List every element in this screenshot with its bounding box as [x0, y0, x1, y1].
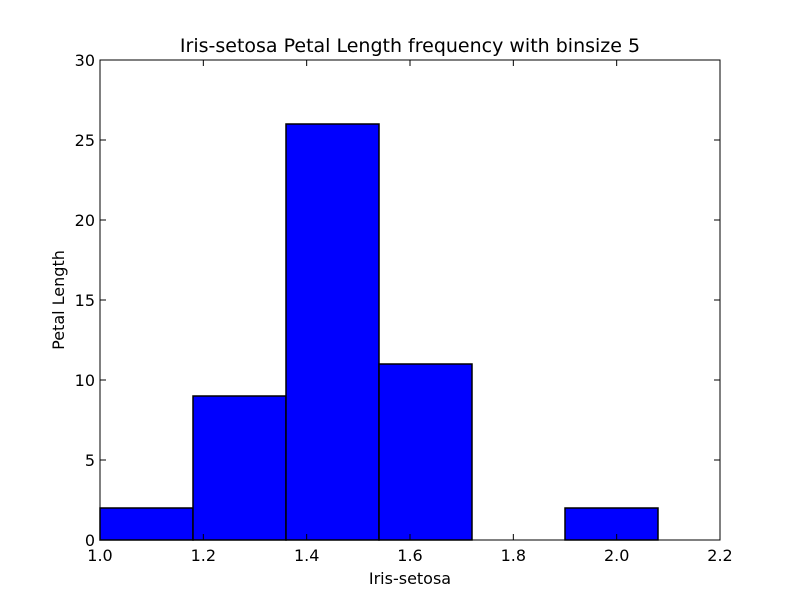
x-tick-label: 1.4	[294, 546, 319, 565]
histogram-bar-4	[378, 363, 473, 541]
x-tick-label: 1.6	[397, 546, 422, 565]
x-tick-label: 2.0	[604, 546, 629, 565]
x-tick-label: 1.0	[87, 546, 112, 565]
y-axis-label: Petal Length	[49, 250, 68, 350]
chart-title: Iris-setosa Petal Length frequency with …	[180, 35, 640, 57]
y-tick-label: 0	[85, 531, 95, 550]
x-tick-label: 2.2	[707, 546, 732, 565]
bars-group	[99, 123, 659, 541]
histogram-bar-1	[99, 507, 194, 541]
y-tick-label: 15	[75, 291, 95, 310]
y-tick-label: 20	[75, 211, 95, 230]
y-tick-label: 10	[75, 371, 95, 390]
histogram-bar-6	[564, 507, 659, 541]
histogram-bar-2	[192, 395, 287, 541]
x-tick-label: 1.8	[501, 546, 526, 565]
y-tick-label: 5	[85, 451, 95, 470]
y-tick-label: 25	[75, 131, 95, 150]
x-axis-label: Iris-setosa	[369, 569, 451, 588]
x-tick-label: 1.2	[191, 546, 216, 565]
histogram-bar-3	[285, 123, 380, 541]
ticks-group: 1.0 1.2 1.4 1.6 1.8 2.0 2.2 0 5 10 15 20 25 30	[75, 51, 733, 565]
y-tick-label: 30	[75, 51, 95, 70]
